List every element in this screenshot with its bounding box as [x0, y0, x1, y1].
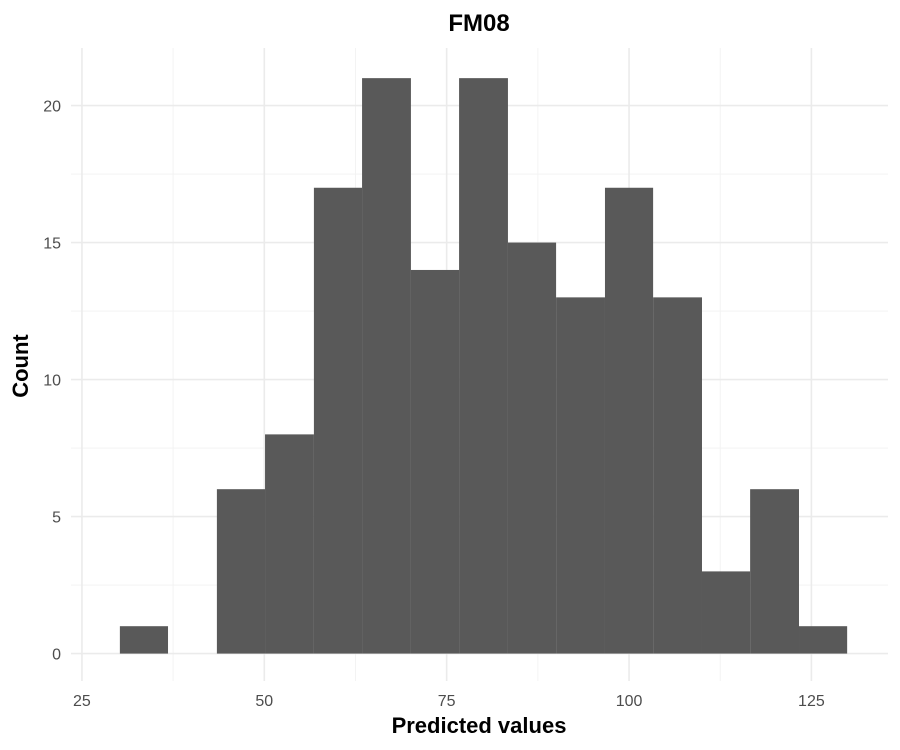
y-axis-ticks: 0 5 10 15 20 — [43, 99, 61, 664]
y-tick-label: 5 — [52, 510, 61, 527]
x-tick-label: 100 — [616, 693, 643, 710]
y-tick-label: 0 — [52, 647, 61, 664]
histogram-bar — [750, 489, 800, 654]
histogram-bar — [265, 434, 314, 654]
histogram-bar — [604, 187, 654, 654]
histogram-bar — [216, 489, 266, 654]
x-tick-label: 75 — [438, 693, 456, 710]
y-tick-label: 10 — [43, 373, 61, 390]
histogram-bar — [313, 187, 363, 654]
bars — [119, 78, 848, 654]
y-tick-label: 15 — [43, 236, 61, 253]
y-axis-title: Count — [8, 334, 33, 398]
histogram-bar — [459, 78, 508, 654]
histogram-bar — [556, 297, 605, 654]
chart-title: FM08 — [448, 10, 509, 37]
x-axis-ticks: 25 50 75 100 125 — [73, 693, 825, 710]
x-tick-label: 125 — [798, 693, 825, 710]
histogram-bar — [507, 242, 557, 654]
histogram-bar — [362, 78, 411, 654]
histogram-bar — [653, 297, 702, 654]
x-tick-label: 50 — [255, 693, 273, 710]
x-tick-label: 25 — [73, 693, 91, 710]
histogram-bar — [701, 571, 751, 654]
histogram-bar — [119, 626, 169, 654]
x-axis-title: Predicted values — [392, 713, 567, 738]
histogram-bar — [799, 626, 848, 654]
y-tick-label: 20 — [43, 99, 61, 116]
histogram-bar — [410, 269, 460, 654]
